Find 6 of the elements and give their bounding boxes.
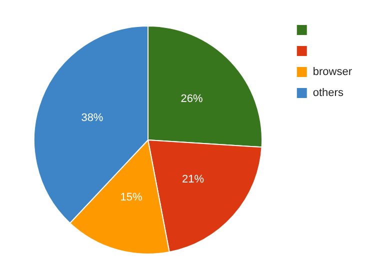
data-label: 38% xyxy=(81,112,104,124)
data-label: 21% xyxy=(182,174,204,186)
legend-label: browser xyxy=(312,66,352,78)
legend-label: others xyxy=(312,87,344,99)
data-label: 26% xyxy=(180,92,203,105)
data-label: 15% xyxy=(120,192,142,204)
